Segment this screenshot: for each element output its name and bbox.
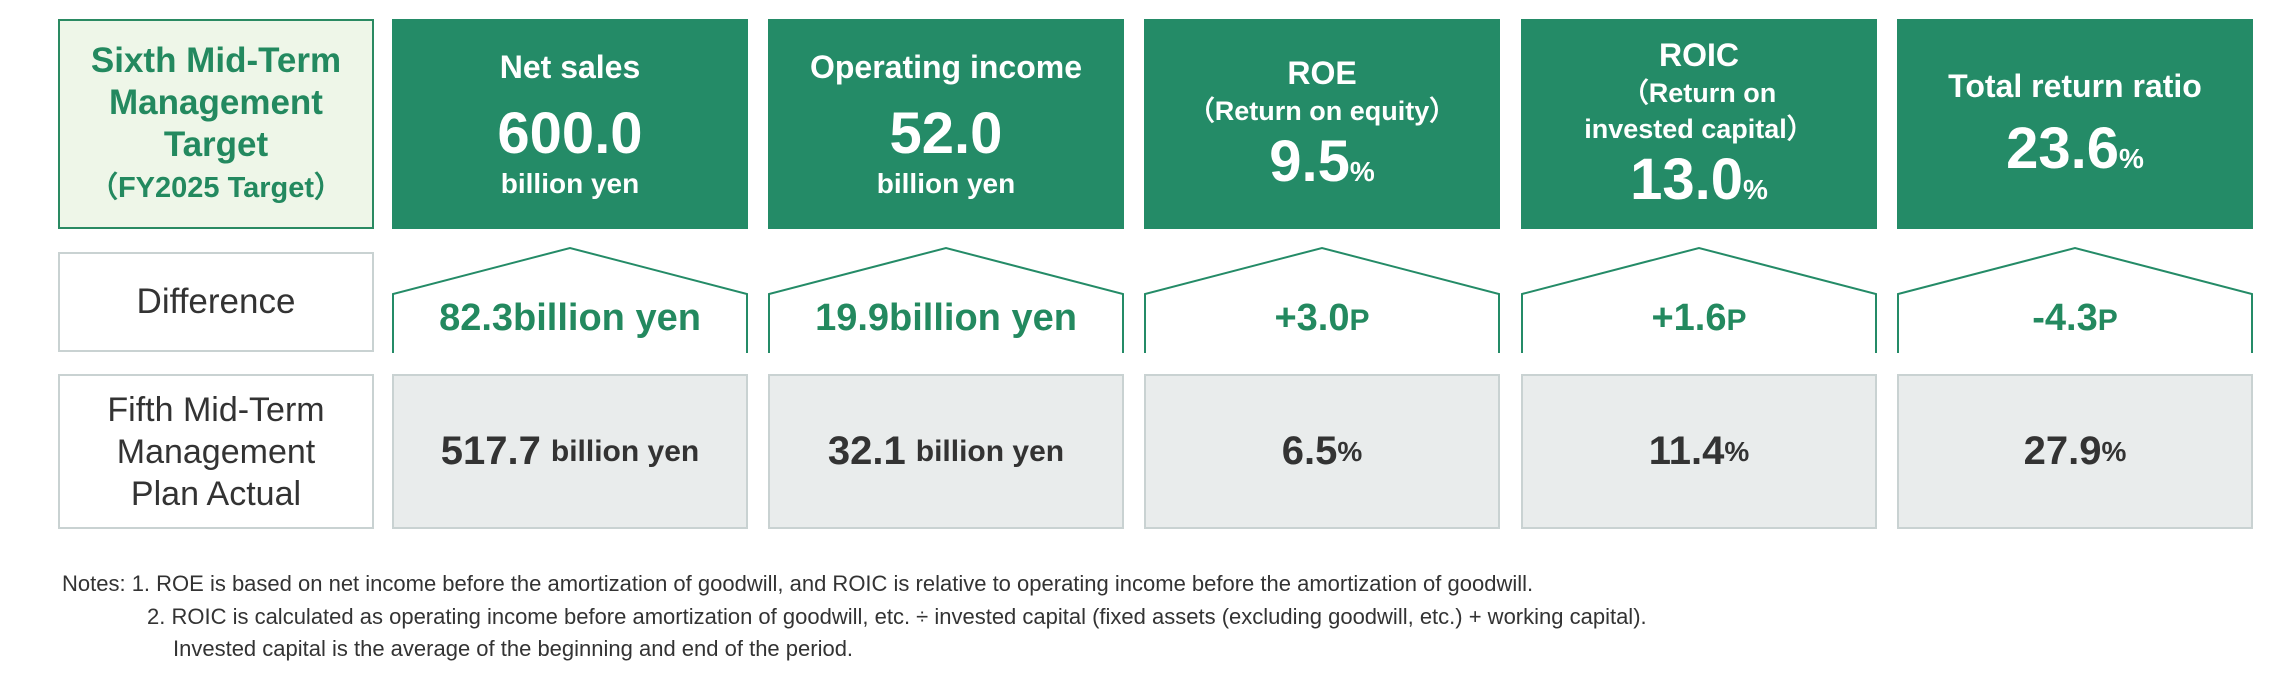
target-roe: ROE （Return on equity） 9.5% [1144,19,1500,229]
difference-net-sales: 82.3billion yen [392,246,748,354]
actual-value: 6.5 [1281,429,1338,473]
target-title: ROE [1287,55,1357,91]
difference-value: 19.9billion yen [815,297,1077,339]
actual-net-sales: 517.7 billion yen [392,374,748,529]
label-line: Sixth Mid-Term [90,41,342,80]
target-title: Total return ratio [1948,68,2202,104]
target-subtitle: （Return on equity） [1187,96,1457,126]
label-line: Management [109,83,323,122]
actual-unit: % [1724,435,1750,467]
actual-roic: 11.4% [1521,374,1877,529]
target-title: Net sales [499,49,641,85]
actual-unit: billion yen [915,434,1065,468]
difference-label-text: Difference [136,282,296,321]
difference-value-wrap: +1.6P [1521,296,1877,343]
notes-line-3: Invested capital is the average of the b… [173,636,854,661]
difference-roe: +3.0P [1144,246,1500,354]
actual-roe: 6.5% [1144,374,1500,529]
target-title: ROIC [1659,37,1739,73]
target-title: Operating income [809,49,1083,85]
target-value: 13.0 [1630,147,1743,212]
target-unit: % [1349,156,1375,187]
house-outline [392,246,748,353]
difference-operating-income: 19.9billion yen [768,246,1124,354]
target-unit: billion yen [876,168,1016,199]
target-unit: % [2118,143,2144,174]
label-line: Fifth Mid-Term [107,390,325,429]
actual-total-return: 27.9% [1897,374,2253,529]
target-roic: ROIC （Return on invested capital） 13.0% [1521,19,1877,229]
difference-value: -4.3 [2032,297,2098,339]
target-value: 600.0 [497,101,643,166]
target-operating-income: Operating income 52.0 billion yen [768,19,1124,229]
difference-unit: P [2097,304,2118,337]
difference-value: +3.0 [1274,297,1350,339]
notes-line-2: 2. ROIC is calculated as operating incom… [147,604,1647,629]
difference-unit: P [1726,304,1747,337]
difference-roic: +1.6P [1521,246,1877,354]
difference-value: +1.6 [1651,297,1727,339]
fifth-actual-label: Fifth Mid-Term Management Plan Actual [58,374,374,529]
target-value: 23.6 [2006,116,2119,181]
difference-label: Difference [58,252,374,352]
target-net-sales: Net sales 600.0 billion yen [392,19,748,229]
actual-value: 11.4 [1648,429,1725,473]
difference-value-wrap: -4.3P [1897,296,2253,343]
target-unit: % [1742,174,1768,205]
difference-value: 82.3billion yen [439,297,701,339]
target-total-return: Total return ratio 23.6% [1897,19,2253,229]
house-outline [1144,246,1500,353]
difference-unit: P [1349,304,1370,337]
label-line: （FY2025 Target） [88,172,344,204]
target-value: 9.5 [1269,129,1350,194]
actual-unit: billion yen [550,434,700,468]
actual-operating-income: 32.1 billion yen [768,374,1124,529]
difference-value-wrap: +3.0P [1144,296,1500,343]
target-value: 52.0 [889,101,1003,166]
label-line: Management [116,432,316,471]
target-subtitle: （Return on [1621,78,1777,108]
actual-unit: % [2101,435,2127,467]
actual-unit: % [1337,435,1363,467]
difference-total-return: -4.3P [1897,246,2253,354]
sixth-target-label: Sixth Mid-Term Management Target （FY2025… [58,19,374,229]
actual-value: 517.7 [440,429,541,473]
target-subtitle: invested capital） [1584,114,1814,144]
actual-value: 32.1 [827,429,906,473]
house-outline [1897,246,2253,353]
house-outline [768,246,1124,353]
target-unit: billion yen [500,168,640,199]
notes-line-1: Notes: 1. ROE is based on net income bef… [62,571,1534,596]
actual-value: 27.9 [2023,429,2102,473]
label-line: Plan Actual [130,474,302,513]
house-outline [1521,246,1877,353]
label-line: Target [163,125,269,164]
